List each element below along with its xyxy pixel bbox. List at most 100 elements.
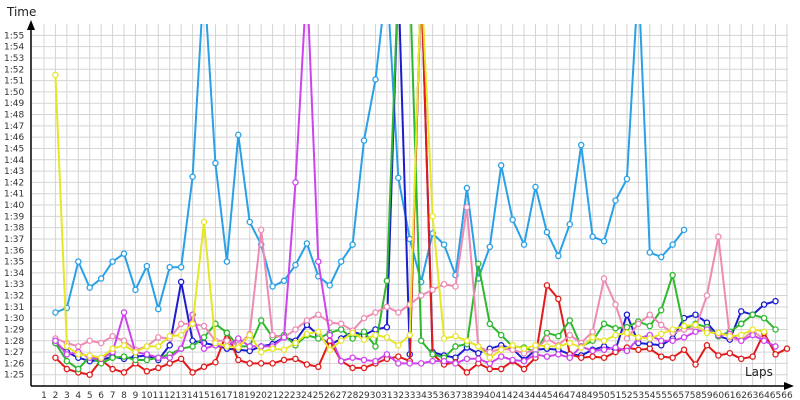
x-tick-label: 61 [724,391,735,400]
data-point [749,353,756,360]
data-point [612,344,619,351]
data-point [726,349,734,357]
x-tick-label: 24 [301,391,313,400]
data-point [326,282,333,289]
data-point [120,250,128,257]
x-tick-label: 63 [747,391,758,400]
data-point [749,331,756,339]
data-point [680,334,688,341]
y-tick-label: 1:25 [4,371,24,381]
data-point [406,331,414,339]
y-tick-label: 1:31 [4,303,24,313]
data-point [486,360,494,367]
data-point [646,249,654,256]
data-point [303,317,311,324]
data-point [189,337,196,344]
data-point [337,320,345,328]
data-point [63,365,71,373]
grid-lines [31,24,788,386]
data-point [269,345,276,352]
data-point [63,351,71,358]
data-point [75,365,82,373]
data-point [669,326,676,333]
data-point [280,334,288,341]
data-point [349,354,356,361]
data-point [555,332,562,340]
x-tick-label: 57 [678,391,689,400]
data-point [600,237,608,245]
x-tick-label: 15 [198,391,209,400]
data-point [200,218,208,226]
data-point [463,369,471,376]
series-lines [52,24,791,378]
data-point [566,220,574,228]
data-point [577,344,585,351]
data-point [109,354,116,361]
x-tick-label: 19 [244,391,256,400]
data-point [520,357,528,365]
data-point [463,337,471,344]
y-tick-label: 1:35 [4,258,24,268]
x-tick-label: 60 [713,391,725,400]
data-point [166,263,173,271]
data-point [349,335,356,342]
data-point [783,345,791,352]
data-point [189,173,196,180]
data-point [360,137,368,144]
y-tick-label: 1:26 [4,359,24,369]
series-1 [52,24,688,316]
x-tick-label: 32 [393,391,404,400]
data-point [452,343,459,350]
data-point [760,314,768,322]
data-point [257,317,265,324]
data-point [703,329,711,337]
data-point [657,337,665,344]
x-tick-label: 25 [313,391,324,400]
data-point [143,368,151,375]
data-point [52,337,59,344]
x-tick-label: 58 [690,391,702,400]
x-tick-label: 8 [121,391,127,400]
data-point [177,355,185,363]
data-point [292,261,299,269]
data-point [189,320,196,328]
data-point [760,337,768,344]
data-point [543,329,551,337]
data-point [566,339,574,347]
data-point [520,365,528,373]
x-tick-label: 26 [324,391,336,400]
x-tick-label: 9 [133,391,139,400]
x-tick-label: 47 [564,391,575,400]
data-point [223,337,231,344]
data-point [280,356,288,364]
y-tick-label: 1:51 [4,77,24,87]
data-point [555,343,562,350]
data-point [475,349,482,357]
data-point [86,352,93,359]
data-point [532,351,539,358]
data-point [657,321,665,329]
data-point [109,332,116,340]
data-point [463,355,471,363]
data-point [166,354,173,361]
y-tick-label: 1:55 [4,31,24,41]
data-point [429,213,436,220]
data-point [292,339,299,347]
data-point [360,328,368,335]
data-point [395,360,402,367]
data-point [395,353,402,360]
data-point [235,356,242,364]
data-point [475,260,482,268]
x-tick-label: 20 [255,391,267,400]
data-point [143,262,151,270]
data-point [555,295,562,303]
y-tick-label: 1:29 [4,325,24,335]
x-tick-label: 41 [495,391,506,400]
data-point [692,311,699,318]
x-tick-label: 44 [530,391,542,400]
data-point [75,351,82,358]
data-point [486,354,494,361]
data-point [257,348,265,356]
data-point [360,314,368,322]
axes: Time Laps [6,5,794,390]
